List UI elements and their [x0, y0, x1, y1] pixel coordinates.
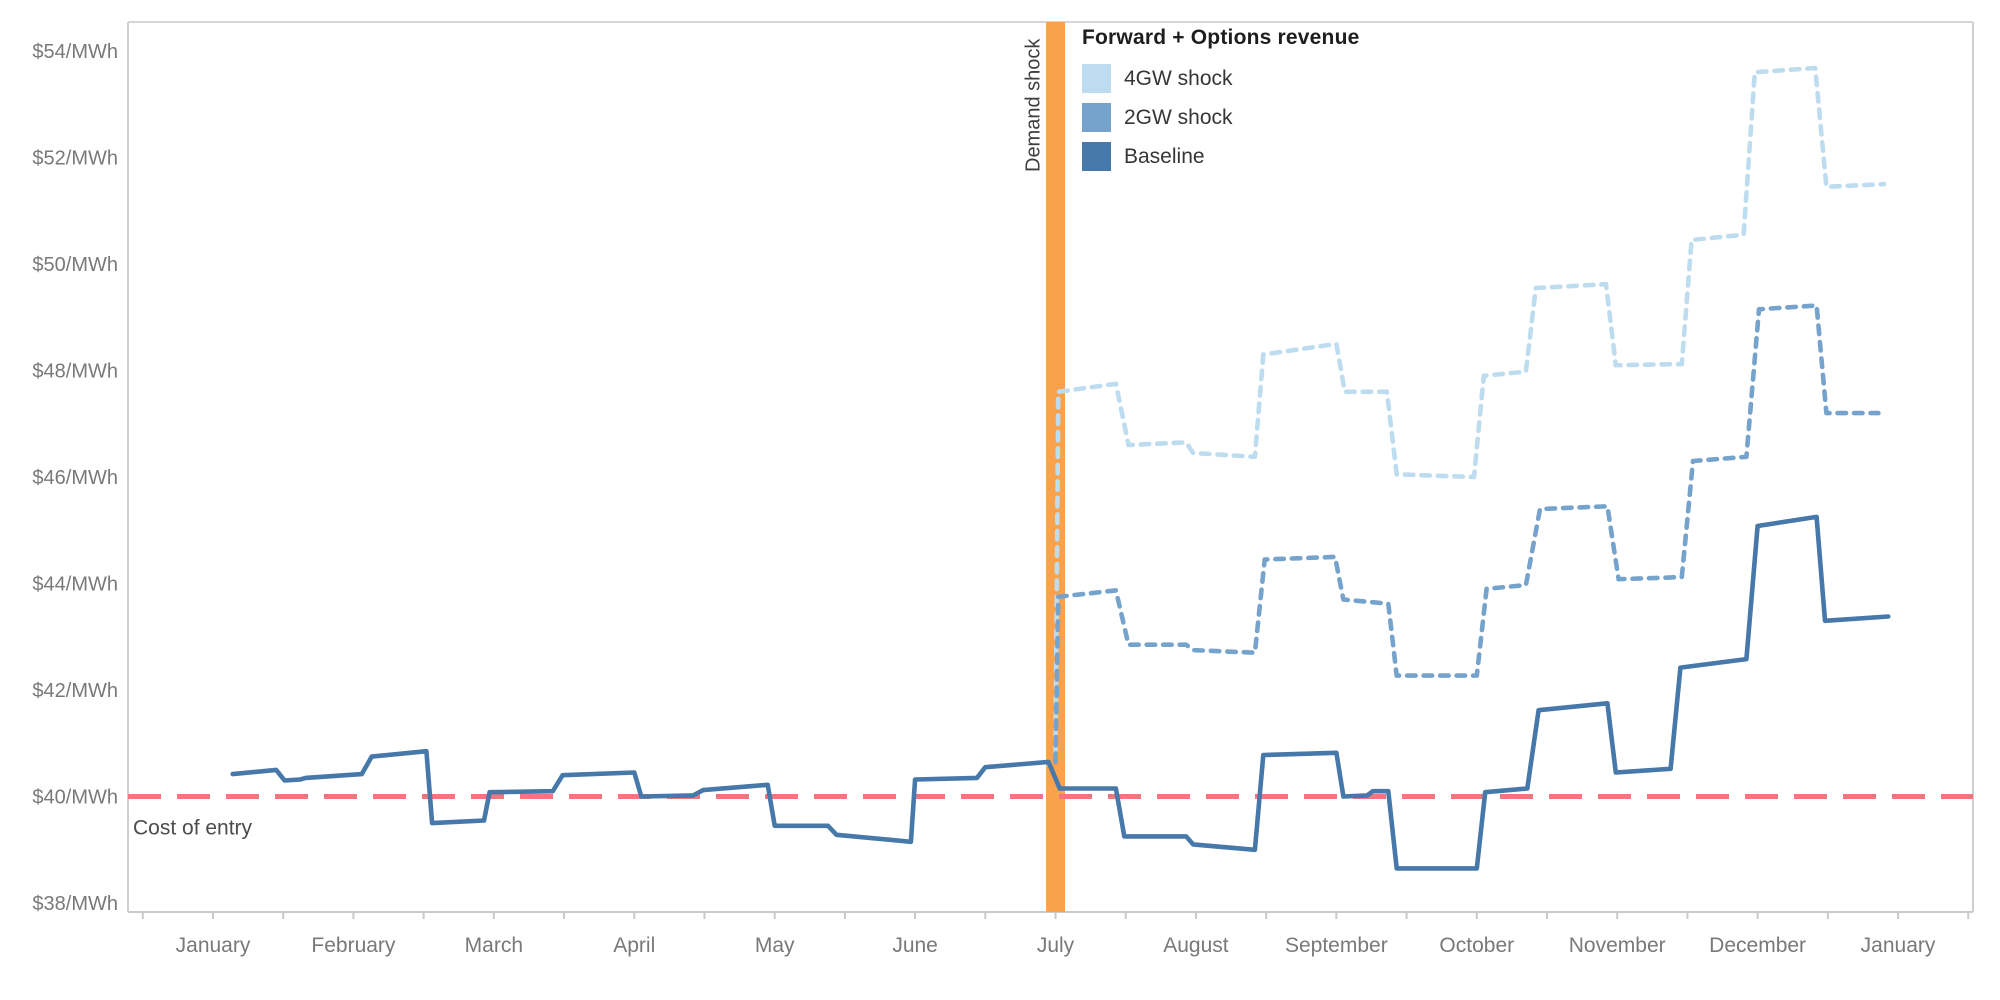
y-tick-label: $48/MWh: [32, 361, 118, 383]
cost-of-entry-reference: Cost of entry: [128, 794, 1973, 840]
x-month-label: July: [1037, 934, 1075, 957]
y-tick-label: $54/MWh: [32, 41, 118, 63]
legend-item-baseline[interactable]: Baseline: [1082, 137, 1359, 176]
x-month-label: June: [892, 934, 938, 957]
legend: Forward + Options revenue 4GW shock 2GW …: [1082, 26, 1359, 176]
x-month-label: November: [1569, 934, 1666, 957]
legend-item-2gw-shock[interactable]: 2GW shock: [1082, 98, 1359, 137]
x-month-label: September: [1285, 934, 1388, 957]
legend-title: Forward + Options revenue: [1082, 26, 1360, 49]
x-month-label: October: [1439, 934, 1514, 957]
x-month-label: April: [613, 934, 655, 957]
legend-label-4gw: 4GW shock: [1124, 66, 1233, 90]
y-tick-label: $44/MWh: [32, 574, 118, 596]
x-axis: January February March April May June July Augu…: [141, 912, 1970, 957]
y-tick-label: $46/MWh: [32, 467, 118, 489]
y-tick-label: $40/MWh: [32, 787, 118, 809]
y-tick-label: $42/MWh: [32, 680, 118, 702]
legend-swatch-2gw: [1082, 103, 1111, 132]
x-month-label: December: [1709, 934, 1806, 957]
legend-swatch-4gw: [1082, 64, 1111, 93]
y-tick-label: $50/MWh: [32, 254, 118, 276]
legend-swatch-baseline: [1082, 142, 1111, 171]
demand-shock-label: Demand shock: [1023, 38, 1045, 172]
legend-item-4gw-shock[interactable]: 4GW shock: [1082, 59, 1359, 98]
y-tick-label: $52/MWh: [32, 148, 118, 170]
cost-of-entry-label: Cost of entry: [133, 817, 253, 840]
legend-label-baseline: Baseline: [1124, 144, 1205, 168]
x-month-label: May: [755, 934, 795, 957]
x-month-label: March: [465, 934, 523, 957]
x-month-label: August: [1163, 934, 1229, 957]
x-month-label: January: [1861, 934, 1936, 957]
series-line-baseline[interactable]: [230, 514, 1891, 871]
series-line-2gw-shock[interactable]: [1053, 303, 1881, 765]
x-month-label: January: [176, 934, 251, 957]
y-tick-label: $38/MWh: [32, 893, 118, 915]
x-month-label: February: [311, 934, 396, 957]
series-line-4gw-shock[interactable]: [1053, 65, 1887, 757]
legend-label-2gw: 2GW shock: [1124, 105, 1233, 129]
y-axis-labels: $38/MWh $40/MWh $42/MWh $44/MWh $46/MWh $48/M…: [32, 41, 118, 915]
